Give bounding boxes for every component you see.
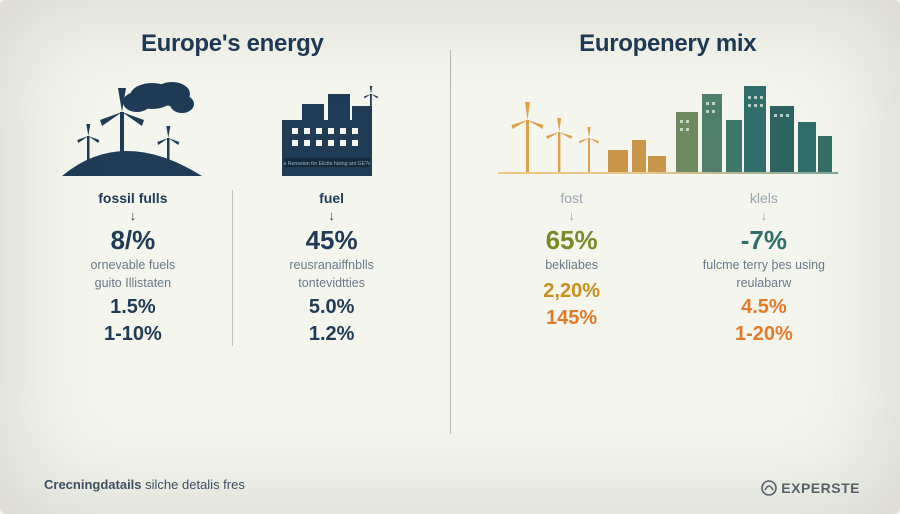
- column-divider: [232, 190, 233, 346]
- svg-text:a Renseion for Elictle hising: a Renseion for Elictle hising ant GE?c: [284, 161, 371, 167]
- brand-logo: EXPERSTE: [761, 480, 860, 496]
- value-mid: 145%: [546, 307, 597, 330]
- subtext: bekliabes: [545, 258, 598, 274]
- value-mid: 1.2%: [309, 323, 355, 346]
- infographic-container: Europe's energy: [0, 0, 900, 514]
- title-right: Europenery mix: [579, 30, 756, 58]
- skyline-gradient-icon: [488, 76, 848, 176]
- value-mid: 2,20%: [543, 280, 600, 303]
- left-columns: fossil fulls ↓ 8/% ornevable fuels guito…: [40, 190, 425, 346]
- panel-right: Europenery mix: [476, 30, 861, 494]
- label: fost: [560, 190, 583, 206]
- illustration-left: a Renseion for Elictle hising ant GE?c: [40, 76, 425, 176]
- subtext: fulcme terry þes using: [703, 258, 825, 274]
- left-col-1: fossil fulls ↓ 8/% ornevable fuels guito…: [40, 190, 226, 346]
- left-col-2: fuel ↓ 45% reusranaiffnblls tontevidttie…: [239, 190, 425, 346]
- value-mid: 1.5%: [110, 296, 156, 319]
- arrow-down-icon: ↓: [328, 208, 335, 223]
- value-mid: 4.5%: [741, 296, 787, 319]
- subtext: guito Illistaten: [95, 276, 171, 290]
- value-mid: 1-10%: [104, 323, 162, 346]
- footer-rest: silche detalis fres: [142, 477, 245, 492]
- value-big: 8/%: [110, 225, 155, 256]
- footer-note: Crecningdatails silche detalis fres: [44, 477, 245, 492]
- panel-left: Europe's energy: [40, 30, 425, 494]
- right-col-1: fost ↓ 65% bekliabes 2,20% 145%: [476, 190, 668, 346]
- value-mid: 5.0%: [309, 296, 355, 319]
- right-col-2: klels ↓ -7% fulcme terry þes using reula…: [668, 190, 860, 346]
- value-mid: 1-20%: [735, 323, 793, 346]
- value-big: -7%: [741, 225, 787, 256]
- center-divider: [450, 50, 451, 434]
- arrow-down-icon: ↓: [568, 208, 575, 223]
- brand-text: EXPERSTE: [781, 480, 860, 496]
- footer-bold: Crecningdatails: [44, 477, 142, 492]
- label: klels: [750, 190, 778, 206]
- subtext: reusranaiffnblls: [289, 258, 374, 274]
- subtext: ornevable fuels: [90, 258, 175, 274]
- subtext: reulabarw: [736, 276, 791, 290]
- brand-mark-icon: [761, 480, 777, 496]
- arrow-down-icon: ↓: [761, 208, 768, 223]
- value-big: 65%: [546, 225, 598, 256]
- label: fossil fulls: [98, 190, 167, 206]
- subtext: tontevidtties: [298, 276, 365, 290]
- arrow-down-icon: ↓: [130, 208, 137, 223]
- energy-silhouette-icon: a Renseion for Elictle hising ant GE?c: [52, 76, 412, 176]
- illustration-right: [476, 76, 861, 176]
- value-big: 45%: [306, 225, 358, 256]
- label: fuel: [319, 190, 344, 206]
- right-columns: fost ↓ 65% bekliabes 2,20% 145% klels ↓ …: [476, 190, 861, 346]
- title-left: Europe's energy: [141, 30, 324, 58]
